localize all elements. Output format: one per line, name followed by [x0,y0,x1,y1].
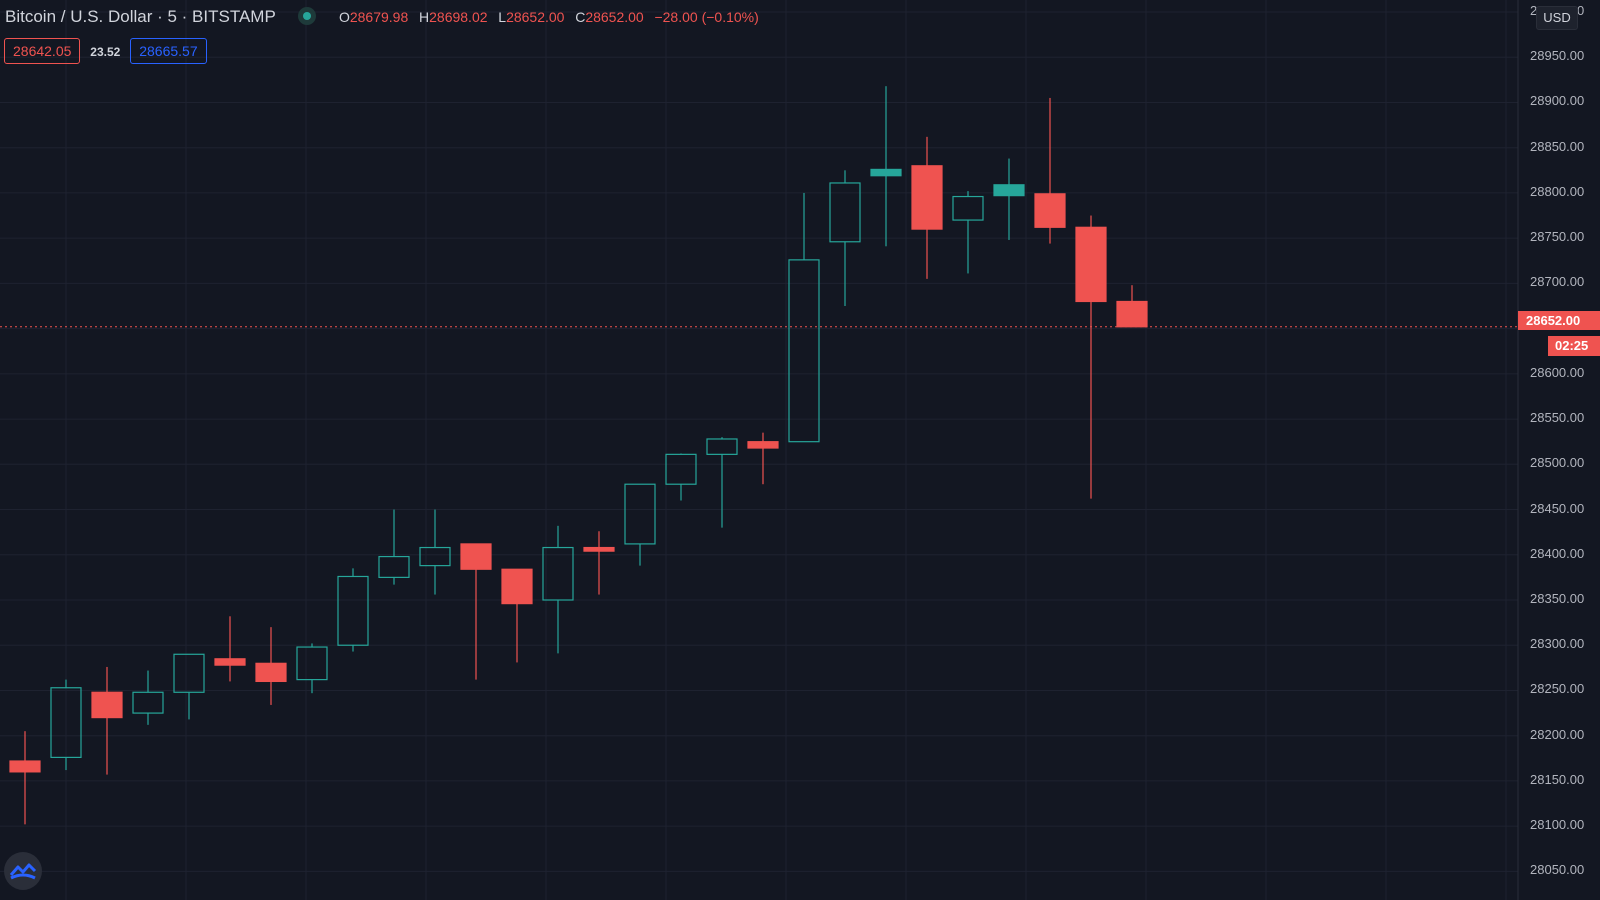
close-value: 28652.00 [585,9,644,25]
y-tick-label: 28250.00 [1530,681,1585,697]
open-label: O [338,9,350,25]
currency-button[interactable]: USD [1536,6,1578,30]
candle-body [706,438,738,455]
y-tick-label: 28700.00 [1530,274,1585,290]
y-tick-label: 28800.00 [1530,183,1585,199]
candle-body [747,441,779,449]
change-value: −28.00 (−0.10%) [654,9,759,25]
market-status-icon [298,7,317,25]
candle-body [214,658,246,666]
candle-body [542,546,574,601]
y-tick-label: 28500.00 [1530,455,1585,471]
y-tick-label: 28950.00 [1530,48,1585,64]
y-tick-label: 28150.00 [1530,771,1585,787]
open-value: 28679.98 [349,9,409,25]
candle-body [173,653,205,693]
symbol-legend: Bitcoin / U.S. Dollar · 5 · BITSTAMP O28… [5,7,759,27]
candle-body [829,182,861,243]
candle-body [993,184,1025,197]
high-value: 28698.02 [429,9,488,25]
candle-body [419,546,451,567]
y-tick-label: 28900.00 [1530,93,1585,109]
candle-body [460,543,492,570]
y-tick-label: 28850.00 [1530,138,1585,154]
candle-body [952,195,984,221]
low-value: 28652.00 [506,9,565,25]
low-label: L [498,9,507,25]
trade-panel: 28642.05 23.52 28665.57 [4,38,207,64]
y-tick-label: 28750.00 [1530,229,1585,245]
candle-body [337,575,369,646]
candle-body [91,691,123,719]
y-tick-label: 28050.00 [1530,862,1585,878]
candle-body [132,691,164,714]
y-tick-label: 28100.00 [1530,817,1585,833]
candle-body [1116,300,1148,328]
last-price-tag: 28652.00 [1518,311,1600,330]
spread-value: 23.52 [90,45,121,59]
candle-body [1034,193,1066,228]
y-tick-label: 28550.00 [1530,410,1585,426]
candle-body [50,687,82,759]
symbol-title[interactable]: Bitcoin / U.S. Dollar · 5 · BITSTAMP [5,7,276,26]
y-tick-label: 28400.00 [1530,545,1585,561]
candle-body [624,483,656,545]
sell-button[interactable]: 28642.05 [4,38,81,64]
candle-body [378,555,410,578]
y-tick-label: 28350.00 [1530,591,1585,606]
y-tick-label: 28300.00 [1530,636,1585,652]
candle-body [9,760,41,773]
logo-icon [9,863,37,880]
y-tick-label: 28450.00 [1530,500,1585,516]
candle-body [870,168,902,177]
candle-body [583,546,615,552]
candle-body [1075,226,1107,303]
high-label: H [419,9,430,25]
candle-body [665,453,697,485]
y-tick-label: 28600.00 [1530,364,1585,380]
tradingview-logo[interactable] [4,852,42,890]
candle-body [255,662,287,683]
y-tick-label: 28200.00 [1530,726,1585,742]
buy-button[interactable]: 28665.57 [130,38,207,64]
countdown-tag: 02:25 [1548,336,1600,356]
candle-body [501,568,533,605]
close-label: C [575,9,586,25]
candle-body [296,646,328,681]
candle-body [788,259,820,443]
candle-body [911,165,943,230]
